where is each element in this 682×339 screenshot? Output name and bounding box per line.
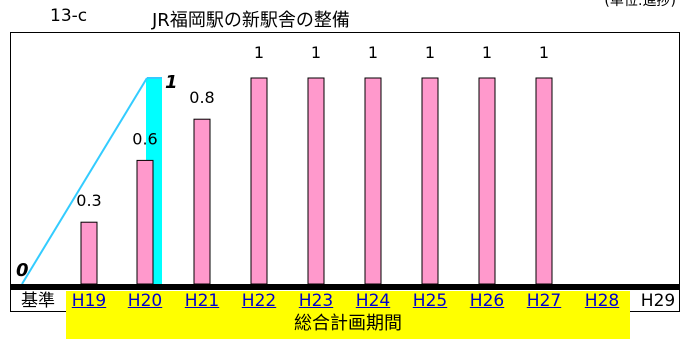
unit-note: (単位:進捗) bbox=[604, 0, 676, 9]
target-line bbox=[21, 77, 148, 285]
tick-label-H25: H25 bbox=[412, 291, 448, 311]
bar-H22 bbox=[250, 77, 268, 285]
bar-H23 bbox=[307, 77, 325, 285]
target-label-H20: 1 bbox=[165, 72, 178, 93]
data-label-H26: 1 bbox=[482, 43, 492, 62]
tick-label-H27: H27 bbox=[526, 291, 562, 311]
data-label-H21: 0.8 bbox=[189, 88, 214, 107]
tick-label-H29: H29 bbox=[640, 291, 676, 311]
data-label-H19: 0.3 bbox=[76, 191, 101, 210]
data-label-H23: 1 bbox=[311, 43, 321, 62]
bar-H20 bbox=[136, 159, 154, 285]
chart-plot: 0 1 0.3 0.6 0.8 1 1 1 1 1 1 bbox=[16, 43, 553, 285]
panel-id: 13-c bbox=[50, 6, 88, 26]
chart-title: JR福岡駅の新駅舎の整備 bbox=[152, 10, 350, 31]
plot-frame bbox=[10, 32, 680, 287]
tick-label-H22: H22 bbox=[241, 291, 277, 311]
bar-H26 bbox=[478, 77, 496, 285]
period-highlight bbox=[66, 291, 630, 311]
target-label-基準: 0 bbox=[16, 260, 29, 281]
bar-H27 bbox=[535, 77, 553, 285]
x-axis-baseline bbox=[10, 284, 680, 290]
chart-header: 13-c JR福岡駅の新駅舎の整備 (単位:進捗) bbox=[0, 0, 682, 32]
period-label: 総合計画期間 bbox=[66, 311, 630, 339]
x-axis-row bbox=[10, 290, 680, 312]
bar-H25 bbox=[421, 77, 439, 285]
data-label-H20: 0.6 bbox=[132, 129, 157, 148]
bar-H24 bbox=[364, 77, 382, 285]
bar-H19 bbox=[80, 221, 98, 285]
bar-H21 bbox=[193, 118, 211, 285]
data-label-H25: 1 bbox=[425, 43, 435, 62]
tick-label-H28: H28 bbox=[584, 291, 620, 311]
tick-label-H21: H21 bbox=[184, 291, 220, 311]
tick-label-H20: H20 bbox=[127, 291, 163, 311]
tick-label-H24: H24 bbox=[355, 291, 391, 311]
data-label-H24: 1 bbox=[368, 43, 378, 62]
data-label-H27: 1 bbox=[539, 43, 549, 62]
data-label-H22: 1 bbox=[254, 43, 264, 62]
tick-label-基準: 基準 bbox=[21, 291, 55, 311]
tick-label-H23: H23 bbox=[298, 291, 334, 311]
tick-label-H19: H19 bbox=[71, 291, 107, 311]
tick-label-H26: H26 bbox=[469, 291, 505, 311]
